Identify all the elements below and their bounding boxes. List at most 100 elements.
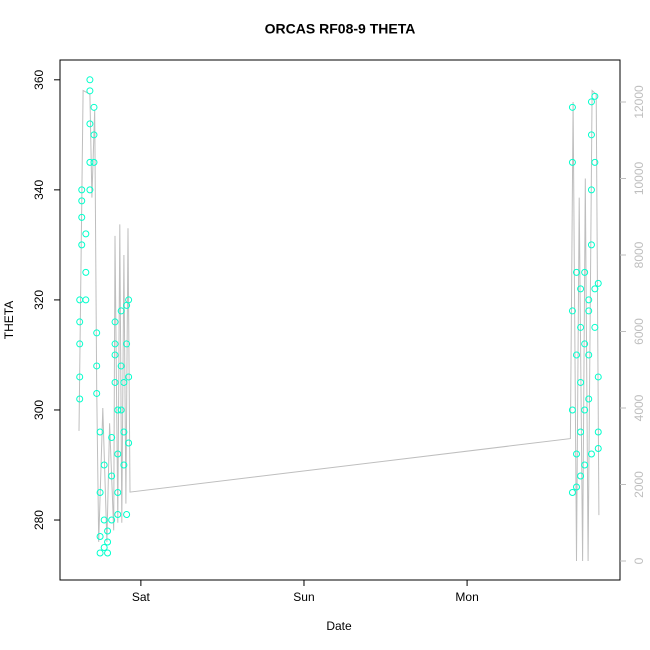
point [82, 296, 90, 304]
point [100, 516, 108, 524]
point [114, 489, 122, 497]
y2-tick-label: 10000 [632, 161, 646, 195]
point [568, 103, 576, 111]
point [587, 186, 595, 194]
y2-tick-label: 8000 [632, 241, 646, 268]
point [125, 373, 133, 381]
point [573, 268, 581, 276]
point [594, 279, 602, 287]
y-tick-label: 280 [32, 510, 46, 530]
point [86, 120, 94, 128]
point [86, 186, 94, 194]
point [573, 483, 581, 491]
point [120, 428, 128, 436]
point [585, 296, 593, 304]
y-tick-label: 300 [32, 400, 46, 420]
point [585, 351, 593, 359]
y2-tick-label: 12000 [632, 85, 646, 119]
y-tick-label: 340 [32, 180, 46, 200]
x-tick-label: Mon [455, 590, 478, 604]
point [581, 268, 589, 276]
point [114, 511, 122, 519]
point [78, 197, 86, 205]
point [90, 158, 98, 166]
point [577, 285, 585, 293]
point [117, 406, 125, 414]
point [104, 538, 112, 546]
point [123, 340, 131, 348]
point [594, 444, 602, 452]
point [76, 296, 84, 304]
point [93, 329, 101, 337]
point [117, 307, 125, 315]
point [577, 428, 585, 436]
point [93, 389, 101, 397]
point [104, 549, 112, 557]
y-tick-label: 320 [32, 290, 46, 310]
point [96, 533, 104, 541]
point [581, 461, 589, 469]
point [120, 378, 128, 386]
plot-box [59, 59, 621, 581]
point [86, 76, 94, 84]
point [573, 351, 581, 359]
y-axis-label: THETA [2, 301, 16, 339]
point [90, 131, 98, 139]
chart-title: ORCAS RF08-9 THETA [265, 21, 416, 37]
point [123, 511, 131, 519]
point [82, 268, 90, 276]
point [591, 285, 599, 293]
point [86, 87, 94, 95]
x-axis-label: Date [326, 619, 352, 633]
x-tick-label: Sun [293, 590, 314, 604]
altitude-line [78, 89, 600, 562]
point [591, 323, 599, 331]
point [76, 395, 84, 403]
point [76, 318, 84, 326]
point [78, 186, 86, 194]
point [76, 373, 84, 381]
y2-tick-label: 6000 [632, 318, 646, 345]
point [587, 450, 595, 458]
point [577, 472, 585, 480]
point [93, 362, 101, 370]
point [108, 472, 116, 480]
point [104, 527, 112, 535]
point [594, 373, 602, 381]
point [577, 378, 585, 386]
point [581, 340, 589, 348]
point [125, 439, 133, 447]
point [591, 158, 599, 166]
point [111, 378, 119, 386]
point [78, 241, 86, 249]
point [114, 406, 122, 414]
point [86, 158, 94, 166]
point [100, 461, 108, 469]
point [114, 450, 122, 458]
point [76, 340, 84, 348]
x-tick-label: Sat [132, 590, 151, 604]
y2-tick-label: 4000 [632, 394, 646, 421]
point [96, 428, 104, 436]
point [117, 362, 125, 370]
point [587, 131, 595, 139]
y-tick-label: 360 [32, 69, 46, 89]
point [568, 489, 576, 497]
point [96, 489, 104, 497]
point [577, 323, 585, 331]
y2-tick-label: 0 [632, 557, 646, 564]
point [591, 92, 599, 100]
point [568, 307, 576, 315]
point [573, 450, 581, 458]
point [568, 158, 576, 166]
point [585, 395, 593, 403]
y2-tick-label: 2000 [632, 471, 646, 498]
point [82, 230, 90, 238]
point [585, 307, 593, 315]
point [100, 544, 108, 552]
point [594, 428, 602, 436]
point [108, 516, 116, 524]
point [108, 433, 116, 441]
point [120, 461, 128, 469]
point [125, 296, 133, 304]
